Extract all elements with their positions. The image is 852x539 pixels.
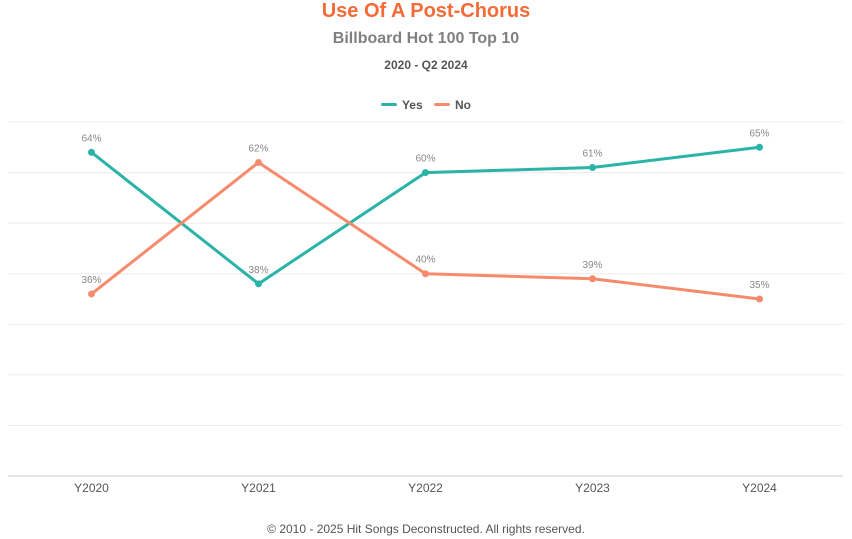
legend-item-no[interactable]: No: [434, 98, 471, 112]
data-point: [88, 290, 95, 298]
data-label: 39%: [582, 260, 602, 271]
data-point: [422, 270, 429, 278]
data-label: 61%: [582, 149, 602, 160]
x-tick-label: Y2022: [408, 481, 443, 495]
data-label: 38%: [248, 265, 268, 276]
chart-legend: Yes No: [0, 95, 852, 112]
legend-swatch-no: [434, 103, 451, 106]
x-tick-label: Y2020: [74, 481, 109, 495]
legend-item-yes[interactable]: Yes: [380, 97, 423, 112]
copyright-footer: © 2010 - 2025 Hit Songs Deconstructed. A…: [267, 522, 585, 536]
data-point: [756, 143, 763, 151]
data-label: 36%: [81, 275, 101, 286]
data-label: 35%: [749, 280, 769, 291]
x-tick-label: Y2023: [575, 481, 610, 495]
x-tick-label: Y2021: [241, 481, 276, 495]
x-tick-label: Y2024: [742, 481, 777, 495]
data-label: 60%: [415, 154, 435, 165]
data-point: [88, 148, 95, 156]
chart-subtitle: Billboard Hot 100 Top 10: [332, 30, 520, 47]
legend-swatch-yes: [380, 103, 397, 106]
legend-label-yes: Yes: [401, 97, 423, 112]
data-label: 62%: [248, 143, 268, 154]
legend-label-no: No: [455, 97, 472, 112]
data-point: [255, 158, 262, 166]
chart-date-range: 2020 - Q2 2024: [384, 58, 468, 72]
data-label: 40%: [415, 255, 435, 266]
chart-title: Use Of A Post-Chorus: [321, 0, 531, 22]
data-point: [589, 275, 596, 283]
data-label: 64%: [81, 133, 101, 144]
data-point: [589, 164, 596, 172]
data-point: [756, 295, 763, 303]
data-point: [255, 280, 262, 288]
data-point: [422, 169, 429, 177]
data-label: 65%: [749, 128, 769, 139]
